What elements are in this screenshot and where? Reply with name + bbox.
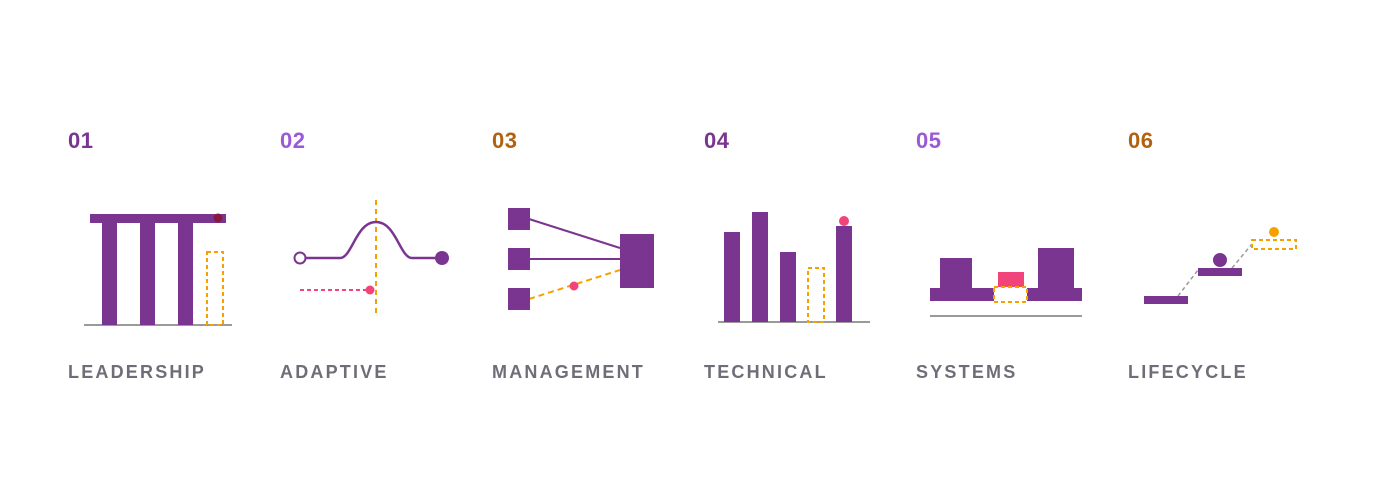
card-label: ADAPTIVE bbox=[280, 362, 389, 382]
card-label: LEADERSHIP bbox=[68, 362, 207, 382]
card-systems: 05 SYSTEMS bbox=[916, 128, 1106, 398]
card-leadership: 01 LEADERSHIP bbox=[68, 128, 258, 398]
card-adaptive: 02 ADAPTIVE bbox=[280, 128, 470, 398]
card-number: 03 bbox=[492, 128, 518, 153]
card-label: LIFECYCLE bbox=[1128, 362, 1248, 382]
lifecycle-icon bbox=[1144, 227, 1297, 304]
card-label: TECHNICAL bbox=[704, 362, 828, 382]
card-number: 02 bbox=[280, 128, 306, 153]
technical-icon bbox=[718, 212, 870, 323]
card-label: MANAGEMENT bbox=[492, 362, 645, 382]
adaptive-icon bbox=[293, 200, 449, 317]
card-number: 05 bbox=[916, 128, 942, 153]
management-icon bbox=[508, 208, 654, 310]
card-number: 04 bbox=[704, 128, 730, 153]
card-number: 06 bbox=[1128, 128, 1154, 153]
card-number: 01 bbox=[68, 128, 94, 153]
leadership-icon bbox=[84, 213, 232, 326]
systems-icon bbox=[930, 248, 1082, 317]
card-lifecycle: 06 LIFECYCLE bbox=[1128, 128, 1318, 398]
card-label: SYSTEMS bbox=[916, 362, 1018, 382]
card-technical: 04 TECHNICAL bbox=[704, 128, 894, 398]
card-management: 03 MANAGEMENT bbox=[492, 128, 682, 398]
